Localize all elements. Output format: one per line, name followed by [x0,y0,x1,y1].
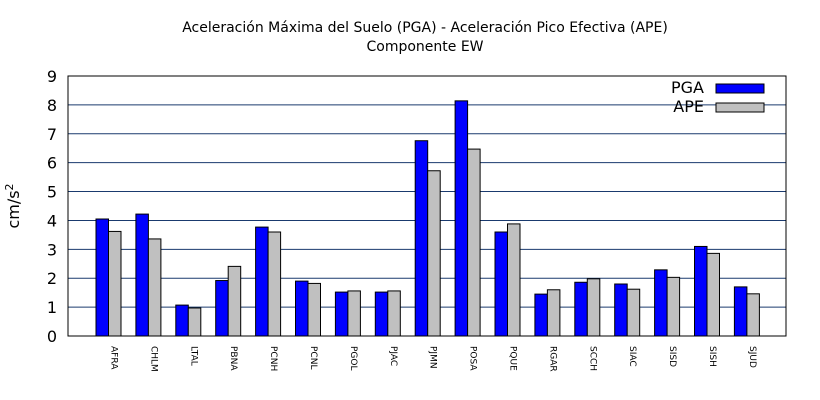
bar-ape-pjmn [427,170,441,337]
y-tick-label: 4 [47,211,57,230]
x-tick-label: SISD [667,346,677,367]
bar-pga-chlm [135,213,149,337]
bar-pga-pcnl [295,280,309,337]
y-tick-label: 1 [47,298,57,317]
y-axis-ticks: 0 1 2 3 4 5 6 7 8 9 [47,67,57,346]
chart-title: Aceleración Máxima del Suelo (PGA) - Ace… [182,20,668,36]
bar-ape-chlm [147,238,162,337]
bar-ape-pque [507,223,521,337]
x-tick-label: RGAR [547,346,557,372]
bar-ape-posa [467,148,481,337]
legend-label-pga: PGA [671,78,704,97]
bar-pga-sish [694,245,708,337]
x-tick-label: SISH [707,346,717,367]
y-tick-label: 9 [47,67,57,86]
bar-pga-sjud [733,286,748,337]
bar-pga-siac [614,283,628,337]
y-axis-label-exponent: 2 [3,183,16,190]
x-tick-label: POSA [468,346,478,371]
bar-pga-pcnh [255,226,269,337]
bar-pga-posa [454,100,469,337]
legend-swatch-ape [715,102,765,113]
x-tick-label: PCNH [268,346,278,371]
bar-ape-pcnl [307,282,321,337]
y-tick-label: 5 [47,183,57,202]
x-tick-label: SJUD [747,346,757,368]
x-tick-label: PQUE [508,346,518,371]
bar-ape-pjac [387,290,401,337]
chart-subtitle: Componente EW [366,39,483,55]
bar-ape-sish [706,252,720,337]
x-tick-label: LTAL [188,346,198,366]
bar-ape-pgol [347,290,361,337]
bar-ape-afra [108,230,122,337]
y-tick-label: 6 [47,154,57,173]
bar-ape-rgar [546,289,561,337]
bar-pga-pjmn [414,140,429,337]
plot-frame [67,75,787,337]
bar-ape-siac [626,288,641,337]
x-tick-label: PCNL [308,346,318,369]
bar-pga-afra [95,218,109,337]
x-tick-label: CHLM [148,346,158,372]
bar-ape-sisd [666,276,681,337]
legend-swatch-pga [715,83,765,94]
bar-ape-ltal [187,307,202,337]
bar-ape-scch [586,278,601,337]
y-axis-label: cm/s2 [3,183,23,228]
x-tick-label: PJMN [428,346,438,369]
bar-pga-sisd [654,269,668,337]
y-tick-label: 2 [47,269,57,288]
y-tick-label: 3 [47,240,57,259]
legend-label-ape: APE [673,97,704,116]
x-tick-label: PJAC [388,346,398,366]
bar-pga-pbna [215,280,229,337]
bar-pga-pjac [374,291,389,337]
y-tick-label: 7 [47,125,57,144]
bar-ape-pcnh [267,231,282,337]
bar-ape-sjud [746,293,760,337]
x-tick-label: AFRA [109,346,119,370]
bar-pga-pque [494,231,508,337]
x-tick-label: PBNA [228,346,238,371]
legend: PGA APE [671,78,765,116]
bars [95,100,760,337]
bar-pga-pgol [334,291,349,337]
y-tick-label: 8 [47,96,57,115]
y-axis-label-base: cm/s [4,190,23,228]
bar-pga-scch [574,281,588,337]
bar-pga-ltal [175,304,189,337]
y-tick-label: 0 [47,327,57,346]
bar-pga-rgar [534,293,548,337]
bar-ape-pbna [227,265,242,337]
x-tick-label: SIAC [627,346,637,367]
x-tick-label: SCCH [587,346,597,371]
x-tick-label: PGOL [348,346,358,371]
x-axis-ticks: AFRA CHLM LTAL PBNA PCNH PCNL PGOL PJAC PJMN POSA… [109,346,757,372]
